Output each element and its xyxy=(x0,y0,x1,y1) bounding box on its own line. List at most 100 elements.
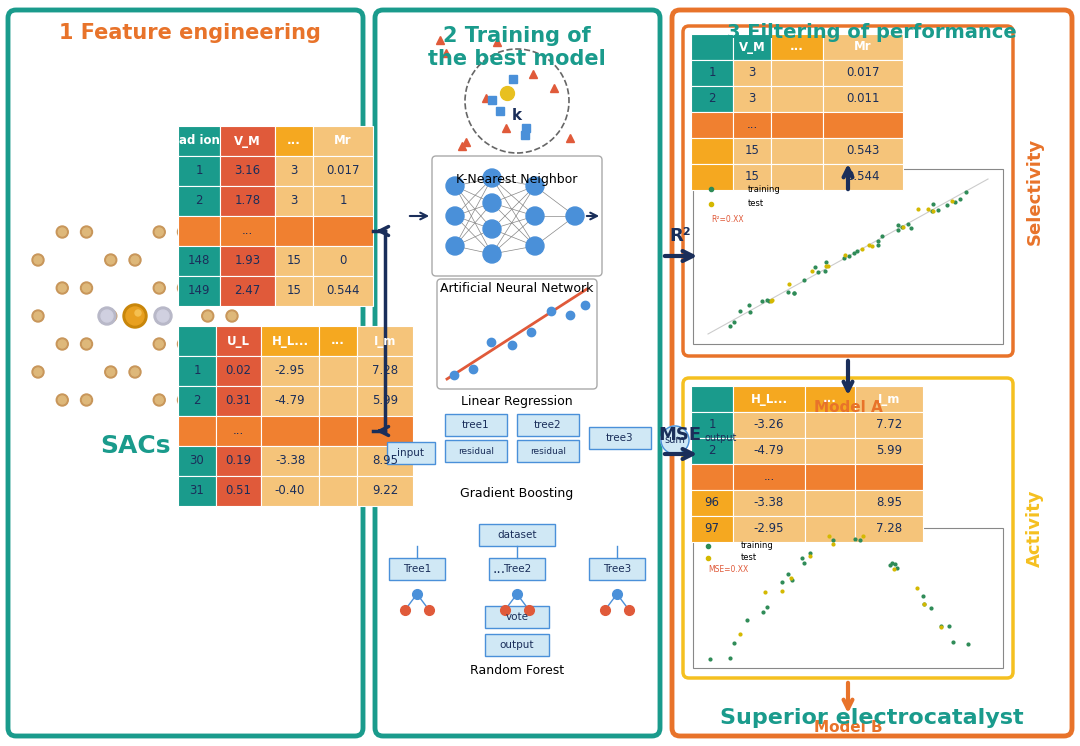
Bar xyxy=(178,476,216,506)
Bar xyxy=(261,476,319,506)
Circle shape xyxy=(226,366,238,378)
Text: sum: sum xyxy=(664,435,686,445)
Circle shape xyxy=(56,226,68,238)
Bar xyxy=(691,490,733,516)
Bar xyxy=(216,476,261,506)
Circle shape xyxy=(129,254,141,266)
Bar xyxy=(313,276,373,306)
Circle shape xyxy=(129,310,141,322)
Bar xyxy=(313,216,373,246)
Circle shape xyxy=(107,256,114,264)
Circle shape xyxy=(566,207,584,225)
Bar xyxy=(691,386,733,412)
Text: k: k xyxy=(512,107,522,122)
Text: 0.02: 0.02 xyxy=(226,365,252,377)
Bar xyxy=(691,516,733,542)
Bar xyxy=(261,386,319,416)
Text: 0.544: 0.544 xyxy=(847,171,880,184)
Bar xyxy=(823,86,903,112)
Bar xyxy=(733,86,771,112)
Bar xyxy=(178,356,216,386)
Bar xyxy=(357,416,413,446)
Bar xyxy=(445,414,507,436)
Bar xyxy=(855,438,923,464)
Circle shape xyxy=(177,226,189,238)
Text: 15: 15 xyxy=(744,171,759,184)
Bar xyxy=(216,326,261,356)
Bar xyxy=(771,112,823,138)
Text: 9.22: 9.22 xyxy=(372,484,399,498)
Text: 5.99: 5.99 xyxy=(876,445,902,457)
Text: 2.47: 2.47 xyxy=(234,284,260,298)
Bar xyxy=(733,438,805,464)
Bar xyxy=(733,516,805,542)
Bar xyxy=(771,164,823,190)
Circle shape xyxy=(56,338,68,350)
Text: 97: 97 xyxy=(704,522,719,536)
Text: tree1: tree1 xyxy=(462,420,490,430)
Circle shape xyxy=(204,256,212,264)
Circle shape xyxy=(33,256,42,264)
Circle shape xyxy=(483,194,501,212)
Text: 7.28: 7.28 xyxy=(372,365,399,377)
FancyBboxPatch shape xyxy=(375,10,660,736)
Text: ...: ... xyxy=(746,119,758,131)
Text: input: input xyxy=(397,448,424,458)
Circle shape xyxy=(179,284,188,292)
Bar xyxy=(589,427,651,449)
Text: 148: 148 xyxy=(188,254,211,268)
Bar xyxy=(691,86,733,112)
Bar xyxy=(691,438,733,464)
Bar xyxy=(693,169,1003,344)
Circle shape xyxy=(179,396,188,404)
Bar xyxy=(275,156,313,186)
Circle shape xyxy=(105,310,117,322)
Circle shape xyxy=(177,282,189,294)
Circle shape xyxy=(179,340,188,348)
Text: 3 Filtering of performance: 3 Filtering of performance xyxy=(727,23,1017,42)
Bar xyxy=(261,326,319,356)
Bar xyxy=(691,412,733,438)
Text: -3.26: -3.26 xyxy=(754,419,784,431)
Circle shape xyxy=(526,237,544,255)
FancyBboxPatch shape xyxy=(8,10,363,736)
Bar xyxy=(319,476,357,506)
Circle shape xyxy=(81,282,93,294)
Text: 31: 31 xyxy=(190,484,204,498)
FancyBboxPatch shape xyxy=(672,10,1072,736)
Text: 1 Feature engineering: 1 Feature engineering xyxy=(59,23,321,43)
Text: Model B: Model B xyxy=(813,721,882,736)
Text: 15: 15 xyxy=(286,254,301,268)
Bar xyxy=(733,138,771,164)
FancyBboxPatch shape xyxy=(437,279,597,389)
Text: H_L...: H_L... xyxy=(751,392,787,406)
Bar xyxy=(517,414,579,436)
Text: 1: 1 xyxy=(193,365,201,377)
Text: I_m: I_m xyxy=(374,334,396,348)
Circle shape xyxy=(81,226,93,238)
Text: 1: 1 xyxy=(195,165,203,178)
Text: 1: 1 xyxy=(708,66,716,80)
Bar xyxy=(220,126,275,156)
Circle shape xyxy=(228,256,237,264)
Bar xyxy=(691,164,733,190)
Circle shape xyxy=(154,307,172,325)
Circle shape xyxy=(105,254,117,266)
Circle shape xyxy=(157,310,168,322)
Circle shape xyxy=(153,394,165,406)
Text: 0.544: 0.544 xyxy=(326,284,360,298)
Circle shape xyxy=(226,254,238,266)
Bar xyxy=(805,386,855,412)
Bar xyxy=(319,326,357,356)
Circle shape xyxy=(107,368,114,376)
Circle shape xyxy=(135,310,141,316)
Text: MSE=0.XX: MSE=0.XX xyxy=(708,565,748,574)
Circle shape xyxy=(102,310,113,322)
Text: ...: ... xyxy=(823,392,837,406)
Bar xyxy=(220,186,275,216)
Bar xyxy=(733,412,805,438)
Text: the best model: the best model xyxy=(428,49,606,69)
Bar xyxy=(691,60,733,86)
Text: -4.79: -4.79 xyxy=(274,395,306,407)
Bar xyxy=(313,246,373,276)
